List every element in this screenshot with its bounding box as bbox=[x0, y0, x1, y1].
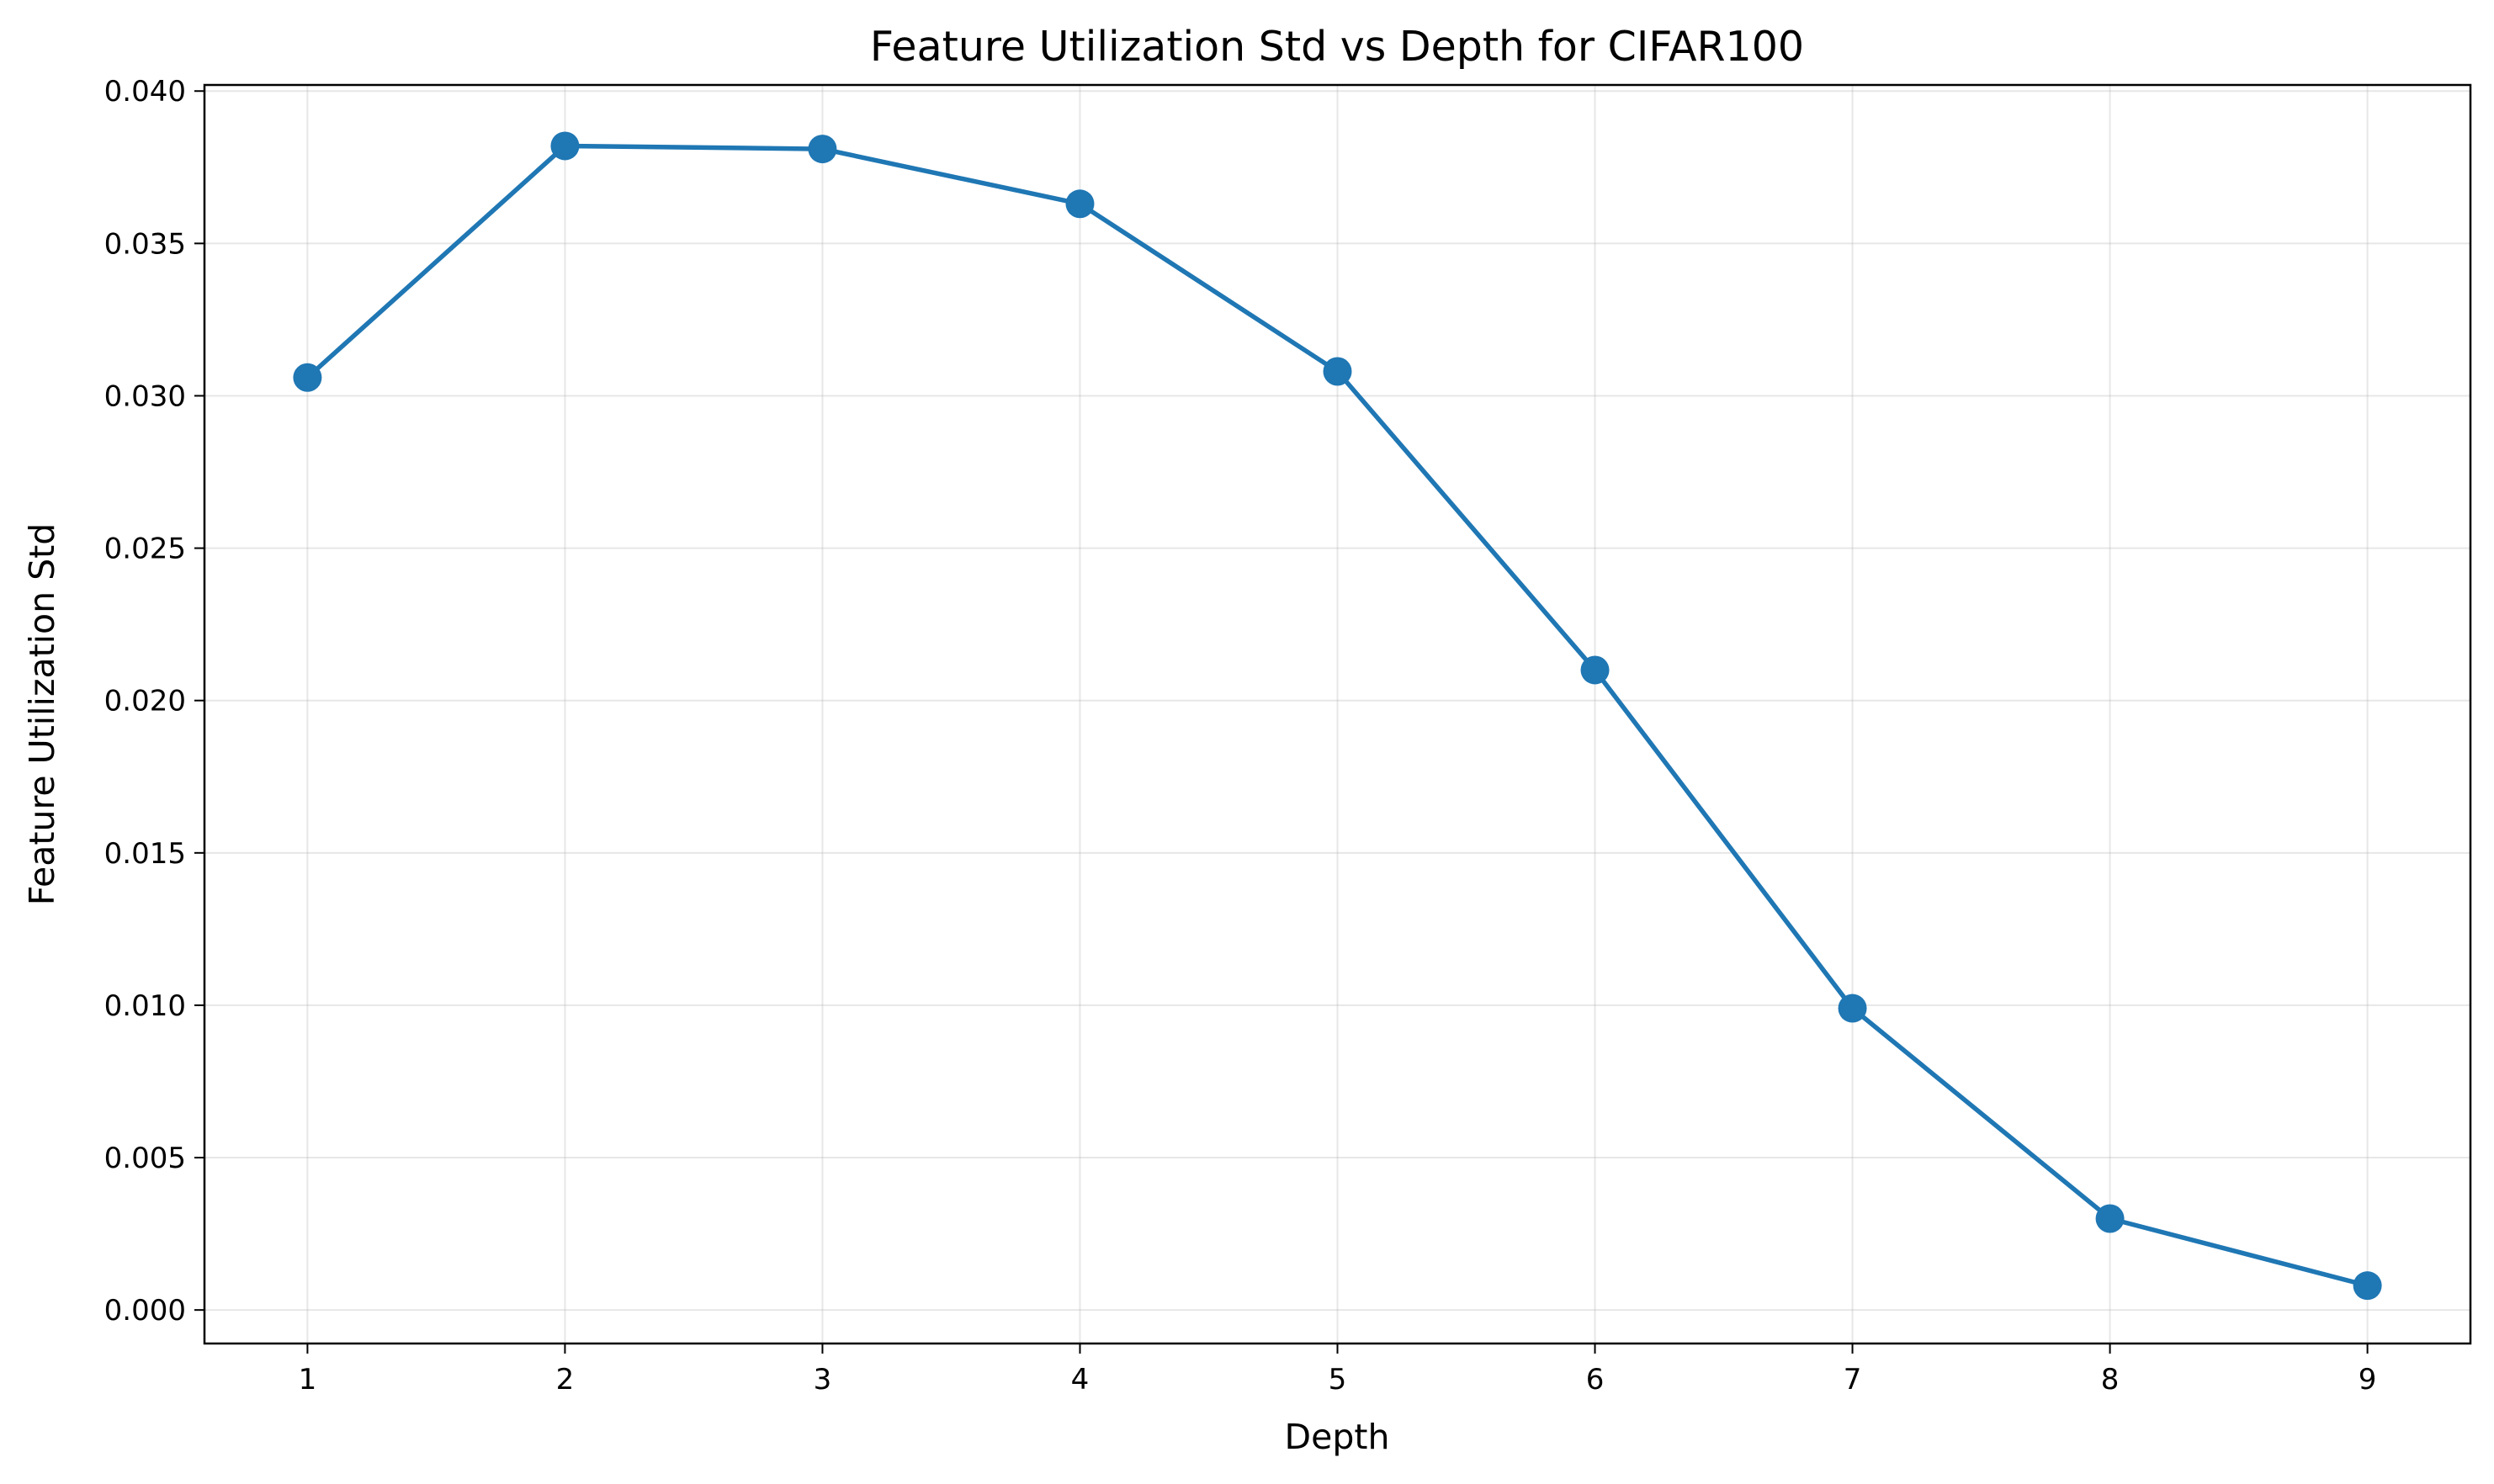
x-tick-label: 3 bbox=[814, 1363, 832, 1397]
x-tick-label: 1 bbox=[299, 1363, 317, 1397]
series-layer bbox=[293, 131, 2382, 1301]
data-point bbox=[1838, 994, 1867, 1023]
data-point bbox=[293, 363, 322, 392]
data-point bbox=[2353, 1271, 2382, 1301]
grid-layer bbox=[204, 85, 2470, 1344]
data-point bbox=[808, 135, 837, 164]
axes-frame bbox=[203, 83, 2472, 1345]
y-tick-label: 0.015 bbox=[104, 837, 186, 871]
y-tick-label: 0.035 bbox=[104, 227, 186, 261]
y-tick-label: 0.030 bbox=[104, 379, 186, 413]
data-point bbox=[1323, 357, 1352, 386]
x-tick-label: 9 bbox=[2359, 1363, 2377, 1397]
x-tick-label: 8 bbox=[2101, 1363, 2120, 1397]
x-tick-label: 5 bbox=[1329, 1363, 1347, 1397]
data-point bbox=[2095, 1204, 2125, 1233]
x-tick-label: 4 bbox=[1071, 1363, 1090, 1397]
chart-title: Feature Utilization Std vs Depth for CIF… bbox=[870, 23, 1804, 71]
tick-layer: 1 2 3 4 5 6 7 8 9 0.000 0.005 0.010 0.015 0.020 0.025 0… bbox=[104, 75, 2377, 1397]
x-tick-label: 2 bbox=[556, 1363, 575, 1397]
x-tick-label: 6 bbox=[1586, 1363, 1605, 1397]
x-axis-label: Depth bbox=[1285, 1417, 1390, 1457]
data-point bbox=[1580, 655, 1610, 685]
y-tick-label: 0.005 bbox=[104, 1142, 186, 1175]
x-tick-label: 7 bbox=[1844, 1363, 1862, 1397]
y-tick-label: 0.000 bbox=[104, 1294, 186, 1328]
y-tick-label: 0.010 bbox=[104, 989, 186, 1023]
data-point bbox=[1065, 189, 1095, 219]
y-tick-label: 0.025 bbox=[104, 533, 186, 566]
y-tick-label: 0.020 bbox=[104, 685, 186, 718]
y-axis-label: Feature Utilization Std bbox=[22, 523, 62, 906]
y-tick-label: 0.040 bbox=[104, 75, 186, 109]
data-point bbox=[550, 131, 580, 161]
